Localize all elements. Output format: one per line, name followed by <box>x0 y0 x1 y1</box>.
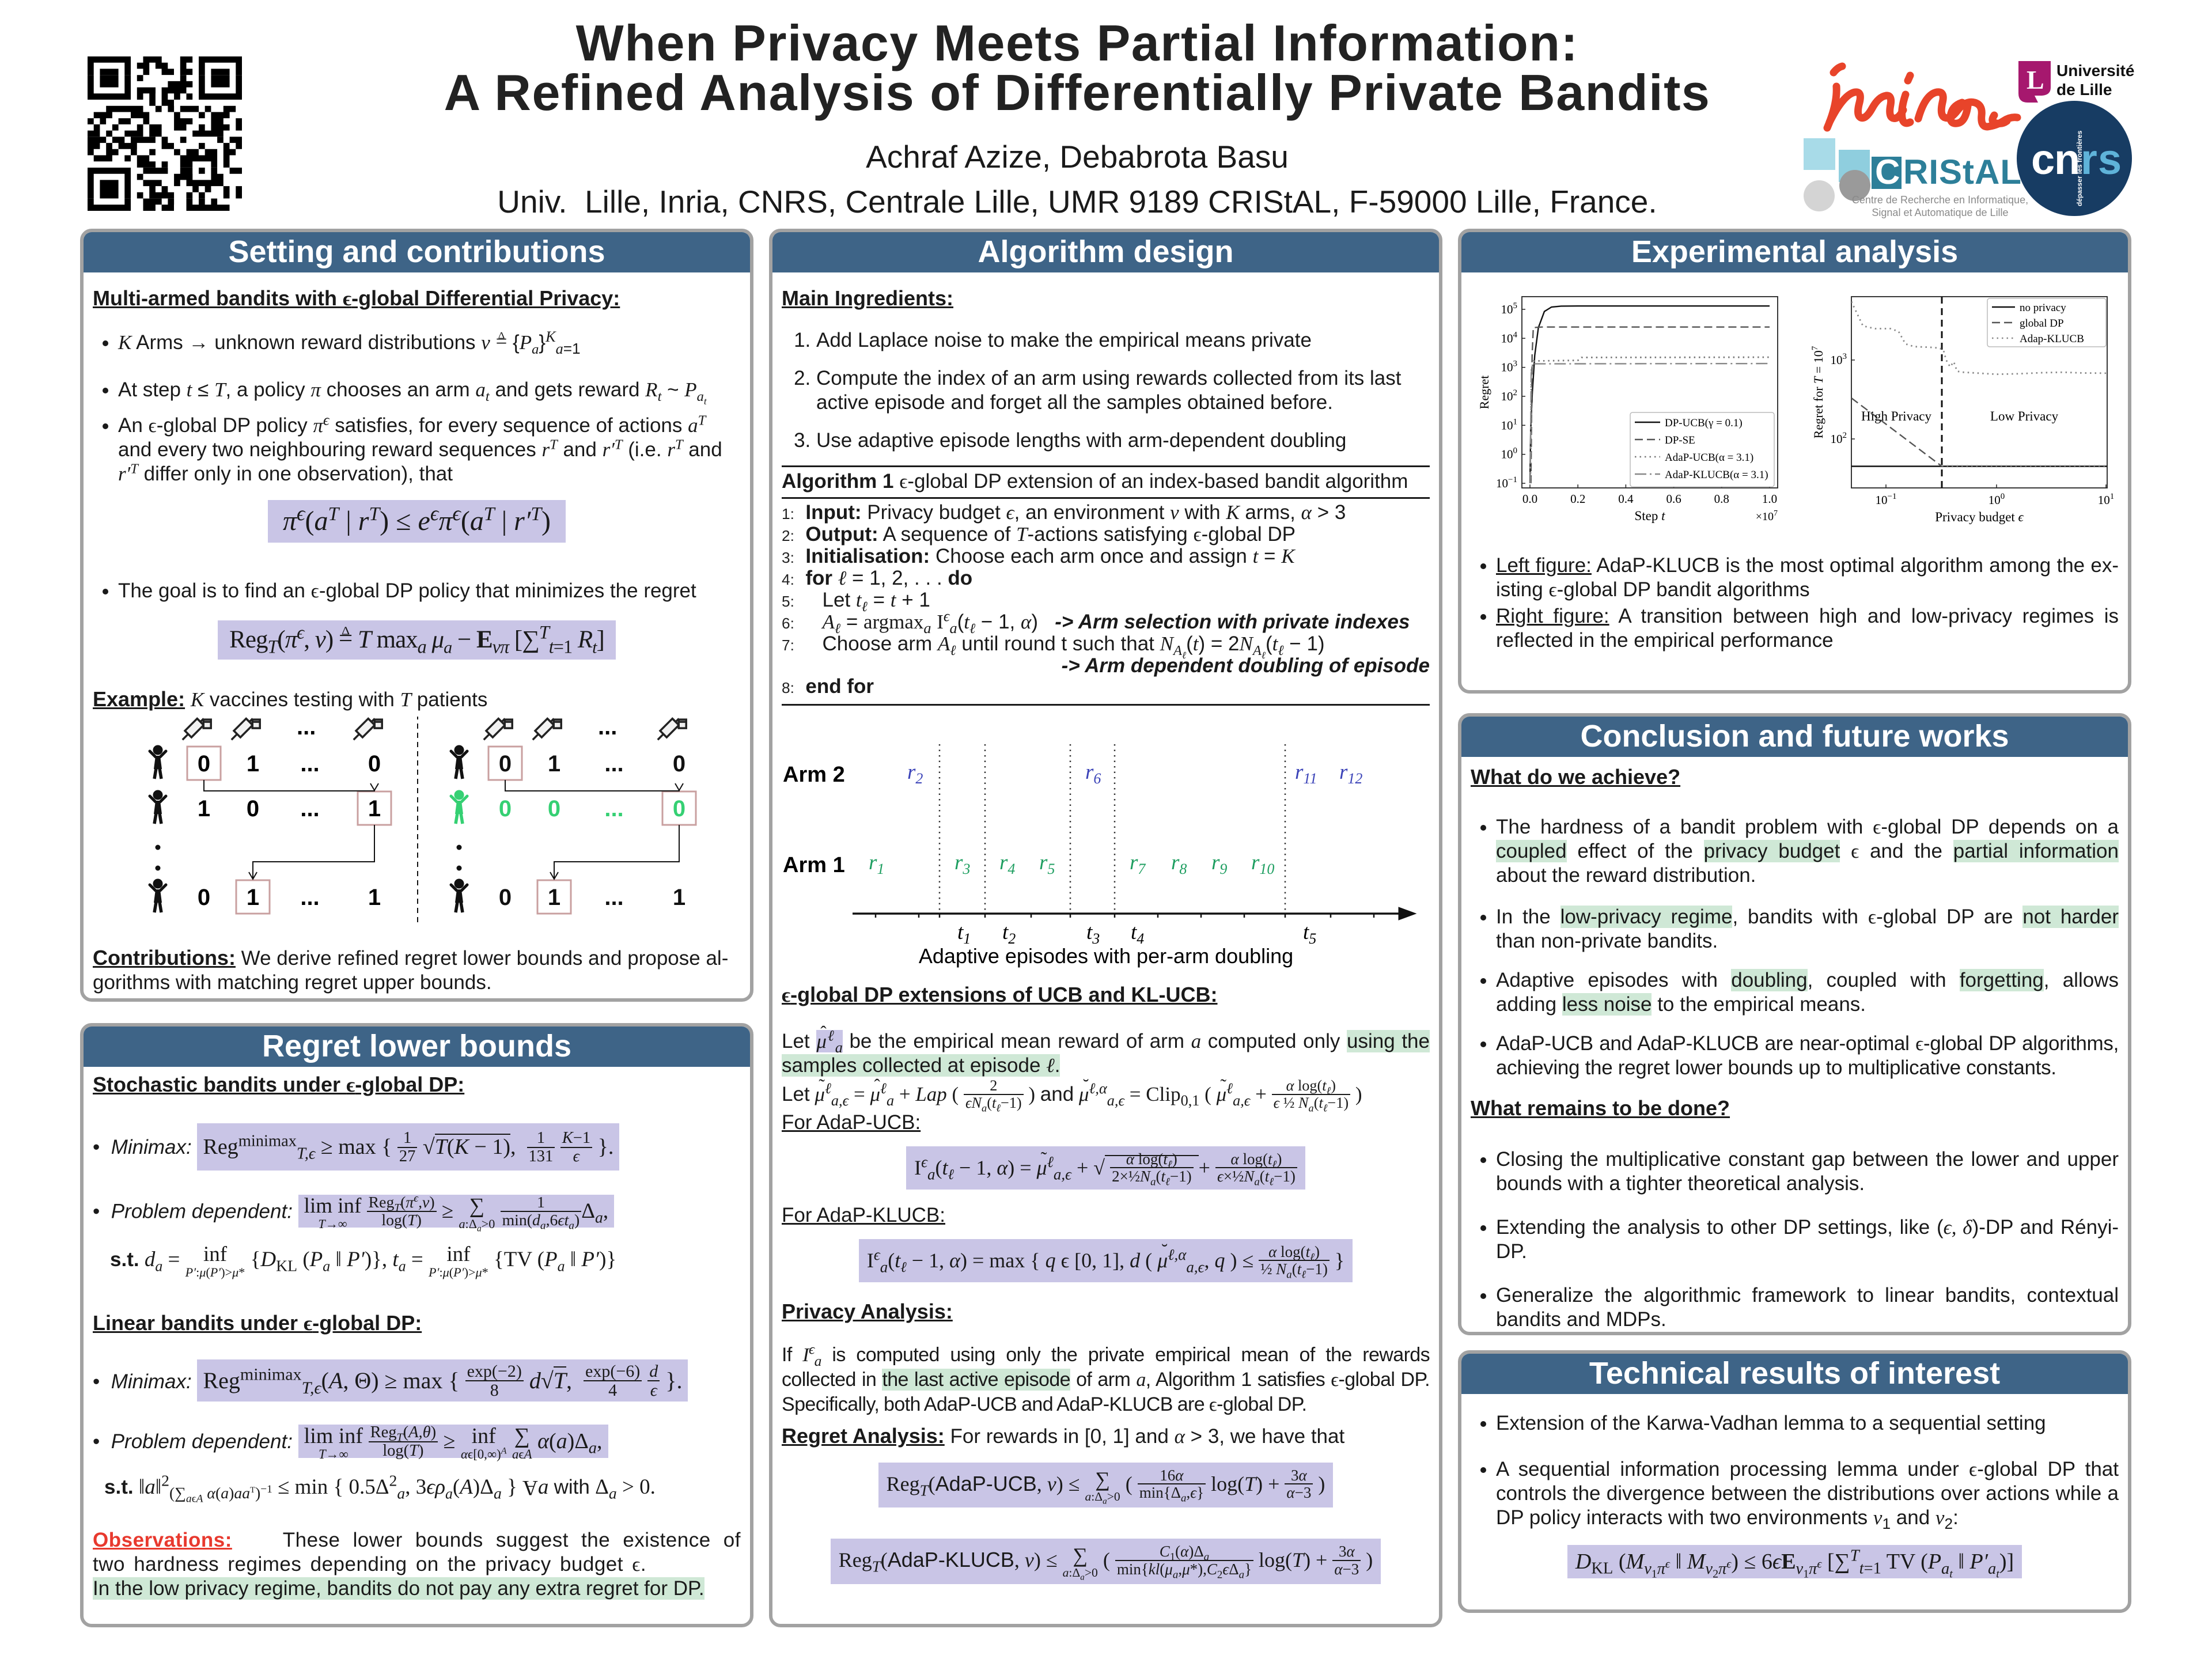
svg-text:de Lille: de Lille <box>2056 81 2112 99</box>
svg-text:dépasser les frontières: dépasser les frontières <box>2075 130 2084 206</box>
svg-text:r11: r11 <box>1295 760 1317 787</box>
svg-text:t2: t2 <box>1002 921 1016 947</box>
svg-text:s: s <box>2098 135 2122 183</box>
svg-text:×107: ×107 <box>1756 509 1778 523</box>
svg-text:100: 100 <box>1988 492 2005 507</box>
svg-text:Adaptive episodes with per-arm: Adaptive episodes with per-arm doubling <box>919 944 1293 968</box>
svg-text:Centre de Recherche en Informa: Centre de Recherche en Informatique, <box>1852 194 2028 206</box>
svg-text:0.0: 0.0 <box>1522 492 1537 506</box>
svg-text:102: 102 <box>1831 431 1847 446</box>
svg-text:Université: Université <box>2056 62 2134 79</box>
svg-text:...: ... <box>297 717 316 740</box>
svg-text:0: 0 <box>673 796 685 821</box>
svg-text:t5: t5 <box>1303 921 1316 947</box>
svg-text:AdaP-UCB(α = 3.1): AdaP-UCB(α = 3.1) <box>1665 452 1753 464</box>
svg-text:r: r <box>2081 135 2097 183</box>
svg-text:no privacy: no privacy <box>2020 302 2066 314</box>
svg-text:r2: r2 <box>907 760 923 787</box>
svg-text:r10: r10 <box>1251 851 1274 877</box>
svg-text:101: 101 <box>1501 417 1518 432</box>
svg-text:L: L <box>2027 65 2044 94</box>
svg-text:...: ... <box>300 885 319 910</box>
svg-text:...: ... <box>604 885 623 910</box>
svg-text:t1: t1 <box>957 921 971 947</box>
svg-text:0: 0 <box>198 751 210 777</box>
svg-text:...: ... <box>598 717 617 740</box>
svg-text:RIStAL: RIStAL <box>1903 153 2022 191</box>
svg-text:Low Privacy: Low Privacy <box>1990 409 2059 423</box>
svg-text:103: 103 <box>1831 352 1847 367</box>
svg-text:1: 1 <box>247 885 259 910</box>
svg-text:0.4: 0.4 <box>1618 492 1634 506</box>
svg-text:Arm 1: Arm 1 <box>783 853 845 877</box>
svg-text:DP-UCB(γ = 0.1): DP-UCB(γ = 0.1) <box>1665 417 1743 429</box>
svg-text:0: 0 <box>247 796 259 821</box>
svg-text:r4: r4 <box>999 851 1015 877</box>
svg-text:0: 0 <box>673 751 685 777</box>
svg-text:1.0: 1.0 <box>1762 492 1777 506</box>
svg-text:0.2: 0.2 <box>1570 492 1585 506</box>
svg-text:0: 0 <box>499 796 512 821</box>
svg-text:global DP: global DP <box>2020 317 2064 329</box>
svg-text:n: n <box>2054 135 2080 183</box>
svg-text:10−1: 10−1 <box>1496 475 1517 490</box>
svg-text:104: 104 <box>1501 330 1518 345</box>
svg-text:1: 1 <box>198 796 210 821</box>
svg-text:C: C <box>1875 153 1900 191</box>
svg-text:r7: r7 <box>1130 851 1146 877</box>
svg-text:c: c <box>2031 135 2055 183</box>
svg-text:Privacy budget ϵ: Privacy budget ϵ <box>1935 510 2024 524</box>
svg-text:0: 0 <box>499 885 512 910</box>
svg-text:Signal et Automatique de Lille: Signal et Automatique de Lille <box>1872 207 2008 218</box>
svg-text:1: 1 <box>368 885 381 910</box>
svg-text:0: 0 <box>548 796 560 821</box>
svg-text:Regret: Regret <box>1477 376 1491 410</box>
svg-text:0.6: 0.6 <box>1666 492 1681 506</box>
svg-text:0: 0 <box>198 885 210 910</box>
svg-text:...: ... <box>604 751 623 777</box>
svg-text:Arm 2: Arm 2 <box>783 763 845 787</box>
svg-text:103: 103 <box>1501 359 1518 374</box>
svg-text:...: ... <box>604 796 623 821</box>
svg-text:Adap-KLUCB: Adap-KLUCB <box>2020 333 2084 345</box>
svg-text:1: 1 <box>548 751 560 777</box>
svg-text:r12: r12 <box>1339 760 1362 787</box>
svg-text:1: 1 <box>368 796 381 821</box>
svg-text:1: 1 <box>673 885 685 910</box>
svg-text:1: 1 <box>247 751 259 777</box>
svg-text:t3: t3 <box>1086 921 1100 947</box>
svg-text:r5: r5 <box>1039 851 1055 877</box>
svg-text:0: 0 <box>368 751 381 777</box>
svg-text:t4: t4 <box>1131 921 1144 947</box>
svg-text:100: 100 <box>1501 446 1518 461</box>
svg-text:...: ... <box>300 796 319 821</box>
svg-text:Step t: Step t <box>1634 509 1665 523</box>
svg-text:r3: r3 <box>955 851 970 877</box>
svg-text:AdaP-KLUCB(α = 3.1): AdaP-KLUCB(α = 3.1) <box>1665 469 1768 481</box>
svg-text:r9: r9 <box>1211 851 1227 877</box>
svg-text:Regret for T = 107: Regret for T = 107 <box>1810 346 1825 438</box>
svg-text:105: 105 <box>1501 301 1518 316</box>
svg-text:r6: r6 <box>1085 760 1101 787</box>
svg-text:102: 102 <box>1501 388 1518 403</box>
svg-text:0: 0 <box>499 751 512 777</box>
svg-text:101: 101 <box>2098 492 2115 507</box>
svg-text:High Privacy: High Privacy <box>1861 409 1932 423</box>
svg-text:DP-SE: DP-SE <box>1665 434 1695 446</box>
svg-text:0.8: 0.8 <box>1714 492 1729 506</box>
svg-text:...: ... <box>300 751 319 777</box>
svg-text:10−1: 10−1 <box>1876 492 1897 507</box>
svg-text:1: 1 <box>548 885 560 910</box>
svg-text:r1: r1 <box>869 851 884 877</box>
svg-text:r8: r8 <box>1171 851 1187 877</box>
